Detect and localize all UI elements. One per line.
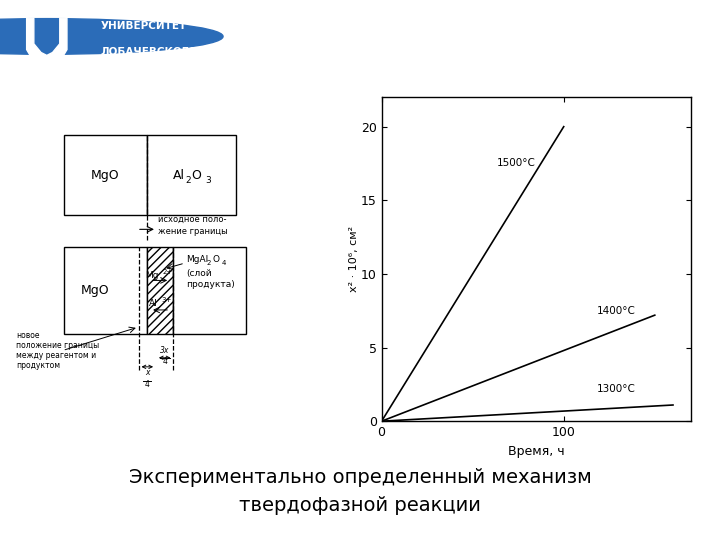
Bar — [147, 247, 174, 334]
Bar — [64, 135, 147, 215]
Text: O: O — [212, 255, 219, 264]
Y-axis label: x² · 10⁶, см²: x² · 10⁶, см² — [349, 226, 359, 292]
Text: 4: 4 — [162, 357, 167, 366]
Text: Экспериментально определенный механизм: Экспериментально определенный механизм — [129, 468, 591, 488]
Text: между реагентом и: между реагентом и — [16, 351, 96, 360]
Text: (слой: (слой — [186, 269, 212, 278]
Text: O: O — [192, 168, 202, 181]
Text: 4: 4 — [222, 260, 226, 266]
Bar — [64, 247, 147, 334]
Text: 3x: 3x — [160, 346, 169, 355]
Text: твердофазной реакции: твердофазной реакции — [239, 496, 481, 516]
Text: новое: новое — [16, 331, 40, 340]
Text: 4: 4 — [145, 380, 150, 389]
Polygon shape — [27, 18, 67, 60]
Text: MgO: MgO — [91, 168, 120, 181]
Text: 2: 2 — [185, 176, 191, 185]
Text: Al: Al — [149, 299, 158, 308]
Text: 3+: 3+ — [161, 297, 172, 303]
Bar — [147, 135, 236, 215]
Text: продуктом: продуктом — [16, 361, 60, 370]
Text: положение границы: положение границы — [16, 341, 99, 350]
Text: MgO: MgO — [81, 285, 110, 298]
X-axis label: Время, ч: Время, ч — [508, 444, 564, 457]
Text: продукта): продукта) — [186, 280, 235, 288]
Text: 2: 2 — [207, 260, 211, 266]
Text: Al: Al — [174, 168, 185, 181]
Text: MgAl: MgAl — [186, 255, 209, 264]
Text: x: x — [145, 368, 150, 377]
Text: 3: 3 — [205, 176, 210, 185]
Text: 4: 4 — [680, 15, 709, 58]
Text: жение границы: жение границы — [158, 227, 228, 235]
Text: 2+: 2+ — [162, 268, 173, 275]
Bar — [174, 247, 246, 334]
Text: 1400°C: 1400°C — [596, 306, 635, 316]
Text: 1300°C: 1300°C — [596, 384, 635, 394]
Text: Эмпирический подход: Эмпирический подход — [292, 24, 572, 49]
Text: 1500°C: 1500°C — [496, 158, 535, 168]
Text: ЛОБАЧЕВСКОГО: ЛОБАЧЕВСКОГО — [101, 48, 198, 57]
Text: исходное поло-: исходное поло- — [158, 215, 227, 224]
Circle shape — [0, 10, 306, 63]
Text: УНИВЕРСИТЕТ: УНИВЕРСИТЕТ — [101, 21, 187, 31]
Text: Mg: Mg — [145, 271, 158, 280]
Circle shape — [0, 18, 223, 55]
